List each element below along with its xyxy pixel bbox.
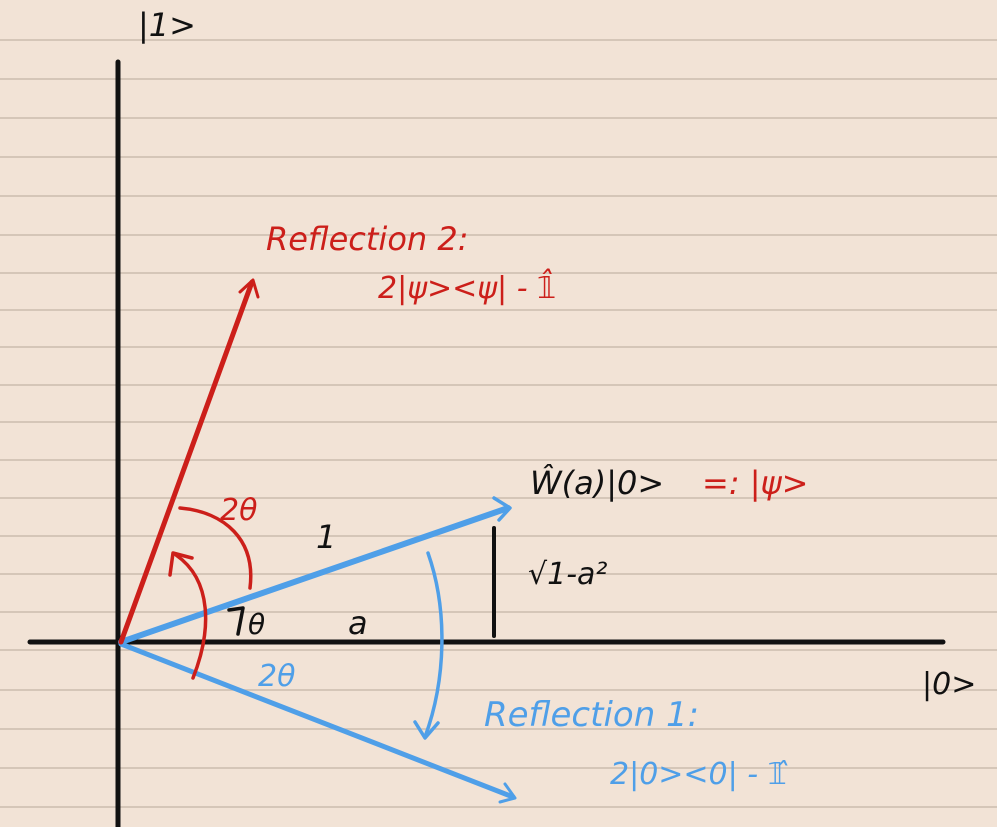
theta-label: θ — [248, 608, 265, 641]
reflection-2-arrowhead — [238, 278, 260, 299]
reflection-2-title: Reflection 2: — [266, 220, 468, 258]
reflection-1-title: Reflection 1: — [484, 695, 699, 735]
reflection-1-arc-arrowhead — [413, 720, 440, 740]
reflection-1-angle-arc — [174, 553, 208, 680]
psi-vector — [118, 505, 511, 645]
reflection-1-arc — [423, 551, 444, 739]
psi-vector-arrowhead — [492, 496, 512, 522]
reflection-1-angle-label: 2θ — [258, 659, 295, 694]
reflection-1-angle-arrowhead — [168, 551, 194, 577]
reflection-2-angle-arc — [178, 506, 253, 590]
psi-state-label: Ŵ(a)|0> — [530, 464, 664, 502]
vertical-axis-label: |1> — [138, 6, 196, 44]
reflection-1-operator: 2|0><0| - 𝟙̂ — [610, 757, 788, 792]
reflection-2-angle-label: 2θ — [220, 493, 257, 528]
reflection-2-operator: 2|ψ><ψ| - 𝟙̂ — [378, 268, 556, 306]
horizontal-axis-label: |0> — [922, 667, 976, 702]
reflection-2-vector — [118, 279, 255, 645]
psi-definition-label: =: |ψ> — [702, 464, 808, 502]
theta-angle-mark — [227, 606, 245, 636]
hypotenuse-label: 1 — [316, 518, 336, 556]
adjacent-label: a — [348, 604, 368, 642]
reflected-vector-arrowhead — [498, 782, 517, 804]
opposite-label: √1-a² — [528, 557, 607, 592]
ruled-lines — [0, 39, 997, 808]
reflected-vector — [118, 641, 516, 800]
